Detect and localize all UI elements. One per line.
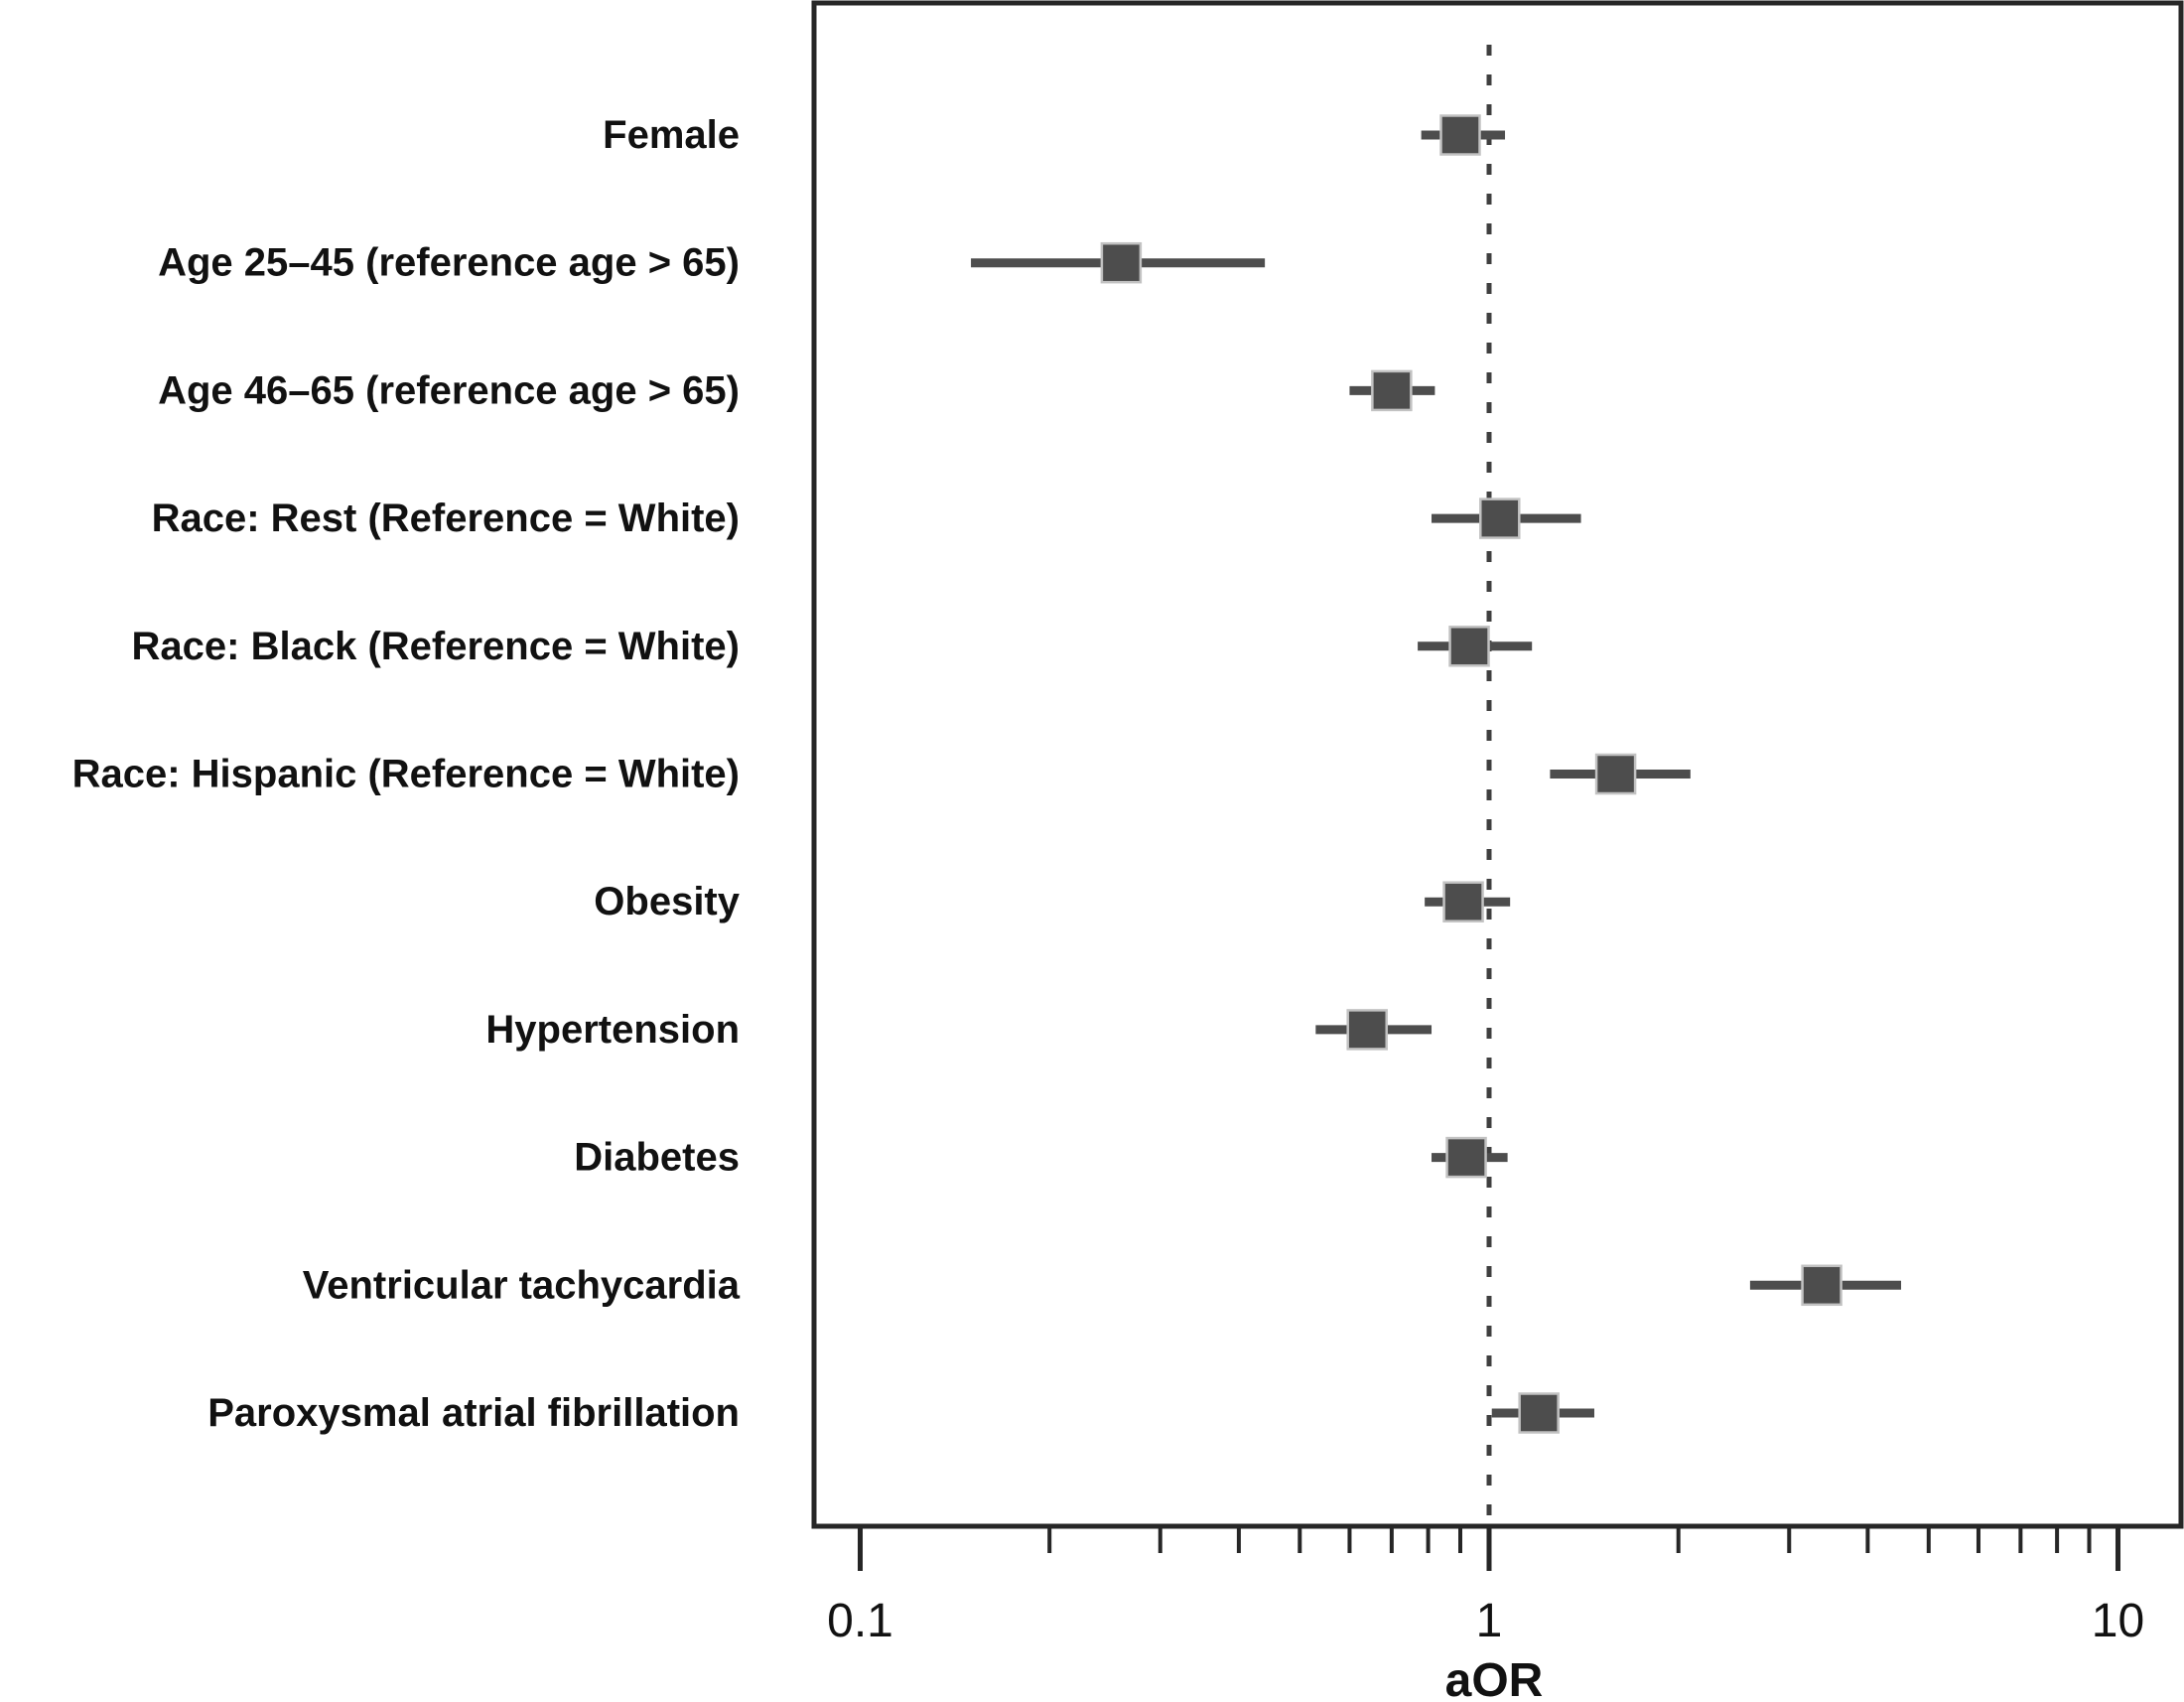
aor-marker <box>1100 241 1143 284</box>
row-label: Race: Hispanic (Reference = White) <box>72 753 740 796</box>
aor-marker <box>1518 1392 1560 1434</box>
aor-marker <box>1479 497 1521 539</box>
aor-marker <box>1442 881 1484 922</box>
aor-marker <box>1448 626 1490 667</box>
row-label: Race: Rest (Reference = White) <box>152 496 740 540</box>
row-label: Paroxysmal atrial fibrillation <box>207 1391 740 1435</box>
x-axis-tick-label: 0.1 <box>827 1595 893 1647</box>
x-axis-title: aOR <box>1445 1654 1544 1702</box>
row-label: Diabetes <box>574 1136 740 1180</box>
row-label: Obesity <box>594 880 740 923</box>
x-axis-tick-label: 10 <box>2092 1595 2144 1647</box>
row-label: Hypertension <box>485 1008 740 1052</box>
row-label: Ventricular tachycardia <box>303 1263 741 1307</box>
plot-border <box>811 0 2184 1529</box>
aor-marker <box>1346 1009 1388 1051</box>
aor-marker <box>1801 1264 1843 1307</box>
row-label: Age 25–45 (reference age > 65) <box>158 241 740 285</box>
aor-marker <box>1594 753 1637 795</box>
x-axis-tick-label: 1 <box>1476 1595 1503 1647</box>
aor-marker <box>1371 369 1413 412</box>
row-label: Age 46–65 (reference age > 65) <box>158 368 740 412</box>
row-label: Race: Black (Reference = White) <box>132 625 740 668</box>
aor-marker <box>1445 1136 1487 1179</box>
row-label: Female <box>603 113 740 157</box>
aor-marker <box>1439 114 1481 156</box>
